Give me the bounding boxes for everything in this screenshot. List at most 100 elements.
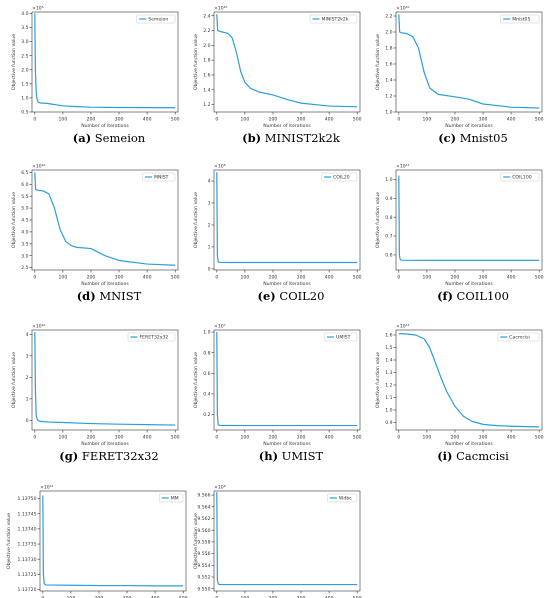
legend-box [136, 14, 176, 24]
caption-letter: (f) [437, 289, 453, 303]
x-axis-label: Number of iterations [263, 441, 311, 447]
y-tick-label: 6.5 [21, 170, 28, 176]
legend-box [500, 172, 540, 182]
x-axis-label: Number of iterations [263, 123, 311, 129]
panel-caption: (f) COIL100 [437, 289, 509, 303]
axes-frame [213, 490, 361, 592]
y-axis-label: Objective function value [193, 513, 199, 569]
x-tick-label: 200 [87, 435, 96, 441]
y-tick-label: 0.4 [203, 392, 210, 398]
y-axis-label: Objective function value [375, 34, 381, 90]
y-axis-label: Objective function value [193, 192, 199, 248]
x-tick-label: 400 [143, 275, 152, 281]
x-tick-label: 0 [397, 117, 400, 123]
x-tick-label: 400 [325, 435, 334, 441]
y-tick-label: 2.0 [21, 67, 28, 73]
x-tick-label: 0 [397, 435, 400, 441]
x-tick-label: 300 [115, 435, 124, 441]
y-tick-label: 3 [26, 353, 29, 359]
x-tick-label: 0 [33, 117, 36, 123]
x-tick-label: 500 [535, 435, 544, 441]
x-tick-label: 200 [95, 596, 104, 598]
x-tick-label: 100 [58, 117, 67, 123]
y-tick-label: 4.5 [21, 218, 28, 224]
y-tick-label: 1.4 [203, 87, 210, 93]
axes-frame [395, 329, 543, 431]
y-tick-label: 1.2 [203, 102, 210, 108]
y-axis-label: Objective function value [11, 34, 17, 90]
axes-frame [213, 169, 361, 271]
axes-frame [31, 169, 179, 271]
caption-letter: (c) [438, 131, 456, 145]
x-tick-label: 200 [451, 117, 460, 123]
y-tick-label: 1.2 [385, 94, 392, 100]
y-tick-label: 1 [26, 396, 29, 402]
x-tick-label: 200 [269, 435, 278, 441]
axes-frame [213, 329, 361, 431]
y-axis-label: Objective function value [193, 352, 199, 408]
y-tick-label: 0.5 [21, 110, 28, 116]
x-tick-label: 100 [240, 275, 249, 281]
panel-caption: (g) FERET32x32 [59, 449, 158, 463]
y-tick-label: 1.13730 [18, 557, 37, 563]
y-tick-label: 1.6 [203, 73, 210, 79]
x-tick-label: 400 [151, 596, 160, 598]
x-tick-label: 0 [33, 435, 36, 441]
panel-caption: (h) UMIST [259, 449, 324, 463]
caption-name: UMIST [278, 449, 324, 463]
x-axis-label: Number of iterations [445, 441, 493, 447]
series-line-MM [42, 495, 184, 587]
series-line-MINIST2k2k [216, 14, 358, 108]
legend-box [142, 172, 176, 182]
y-tick-label: 1.0 [385, 110, 392, 116]
y-tick-label: 1.4 [385, 358, 392, 364]
y-tick-label: 1.13720 [18, 587, 37, 593]
x-tick-label: 300 [297, 117, 306, 123]
panel-a: 0 100 200 300 400 500 0.5 1.0 1.5 2.0 2.5 3.0 3.5 4.0… [11, 6, 180, 146]
y-tick-label: 0.7 [385, 234, 392, 240]
x-tick-label: 400 [143, 435, 152, 441]
x-tick-label: 400 [507, 117, 516, 123]
y-tick-label: 6.0 [21, 182, 28, 188]
axes-frame [395, 11, 543, 113]
legend-label: UMIST [336, 335, 351, 341]
series-line-FERET32x32 [34, 332, 176, 426]
legend-label: MNIST [154, 175, 169, 181]
y-tick-label: 1.1 [385, 395, 392, 401]
x-tick-label: 200 [87, 117, 96, 123]
y-exponent-label: ×10¹⁰ [32, 164, 46, 170]
caption-name: Semeion [91, 131, 146, 145]
y-tick-label: 9.564 [197, 504, 210, 510]
x-tick-label: 500 [535, 117, 544, 123]
y-tick-label: 2.5 [21, 265, 28, 271]
x-tick-label: 0 [215, 435, 218, 441]
y-tick-label: 0 [26, 418, 29, 424]
legend-box [158, 493, 184, 503]
panel-c: 0 100 200 300 400 500 1.0 1.2 1.4 1.6 1.8 2.0 2.2 ×10… [375, 6, 544, 146]
panel-g: 0 100 200 300 400 500 0 1 2 3 4×10¹⁰ Number of iter… [11, 324, 180, 464]
x-tick-label: 500 [353, 275, 362, 281]
x-tick-label: 500 [171, 117, 180, 123]
caption-letter: (b) [242, 131, 261, 145]
x-tick-label: 300 [297, 596, 306, 598]
x-tick-label: 100 [58, 275, 67, 281]
caption-name: COIL20 [276, 289, 325, 303]
x-tick-label: 500 [171, 275, 180, 281]
y-tick-label: 2 [208, 223, 211, 229]
x-tick-label: 200 [269, 117, 278, 123]
panel-f: 0 100 200 300 400 500 0.6 0.7 0.8 0.9 1.0 ×10¹¹ Numb… [375, 164, 544, 304]
x-tick-label: 200 [87, 275, 96, 281]
legend-box [309, 14, 358, 24]
x-tick-label: 500 [353, 117, 362, 123]
y-tick-label: 5.0 [21, 206, 28, 212]
y-tick-label: 1.0 [385, 177, 392, 183]
series-line-COIL20 [216, 172, 358, 264]
x-tick-label: 300 [479, 435, 488, 441]
y-tick-label: 9.566 [197, 493, 210, 499]
series-line-Semeion [34, 13, 176, 109]
x-tick-label: 300 [297, 275, 306, 281]
x-tick-label: 100 [66, 596, 75, 598]
caption-name: COIL100 [453, 289, 509, 303]
y-tick-label: 0 [208, 267, 211, 273]
